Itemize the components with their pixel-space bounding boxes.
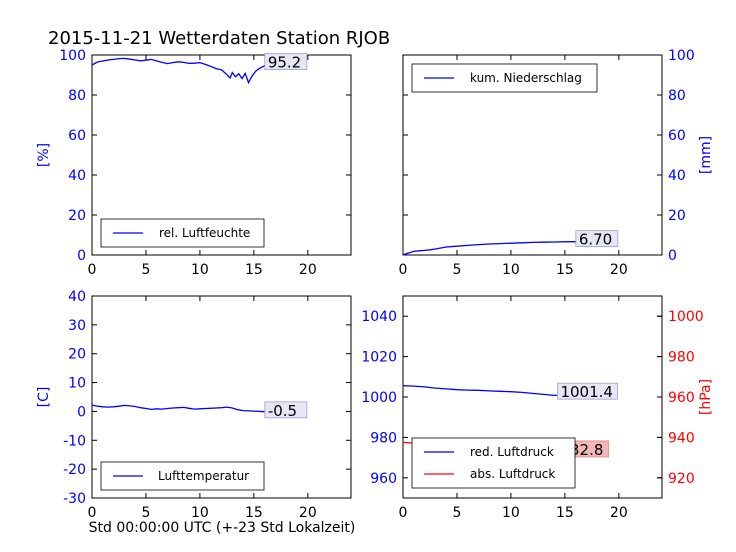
y-axis-label: [mm] (698, 136, 714, 174)
y-tick-label: 30 (68, 318, 86, 334)
y-tick-label: 0 (668, 248, 677, 264)
y-tick-label: 20 (668, 208, 686, 224)
legend-label: rel. Luftfeuchte (159, 226, 250, 240)
x-tick-label: 10 (191, 505, 209, 521)
annotation-box (264, 53, 308, 70)
series-line (402, 240, 608, 256)
y-tick-label: 100 (668, 48, 695, 64)
annotation-value: 6.70 (579, 231, 612, 249)
y-tick-label: 1040 (361, 309, 397, 325)
y-tick-label: 0 (77, 248, 86, 264)
annotation-value: 1001.4 (560, 383, 613, 401)
x-tick-label: 15 (245, 505, 263, 521)
y-tick-label: -20 (63, 462, 86, 478)
bottom-xlabel: Std 00:00:00 UTC (+-23 Std Lokalzeit) (89, 520, 356, 536)
panel-precipitation: 0 5 10 15 20 0 20 40 60 80 100 [mm] 6.70 kum. Nieders… (399, 48, 714, 278)
x-tick-label: 5 (141, 262, 150, 278)
panel-pressure: 0 5 10 15 20 960 980 1000 1020 1040 920 940 960 980 10… (361, 295, 714, 521)
x-tick-label: 10 (502, 505, 520, 521)
y-tick-label: 960 (370, 471, 397, 487)
y-tick-label: 80 (68, 88, 86, 104)
x-tick-label: 15 (556, 505, 574, 521)
x-tick-label: 15 (556, 262, 574, 278)
x-tick-label: 10 (502, 262, 520, 278)
x-tick-label: 0 (88, 505, 97, 521)
x-tick-label: 0 (399, 262, 408, 278)
y-right-tick-label: 980 (668, 350, 695, 366)
y-tick-label: 80 (668, 88, 686, 104)
y-tick-label: 20 (68, 208, 86, 224)
panel-humidity: 0 5 10 15 20 0 20 40 60 80 100 [%] 95.2 rel. Luftfeuc… (36, 48, 352, 278)
y-tick-label: 20 (68, 347, 86, 363)
x-tick-label: 20 (610, 262, 628, 278)
y-right-tick-label: 960 (668, 390, 695, 406)
legend-label: Lufttemperatur (158, 469, 249, 483)
y-axis-label: [hPa] (698, 379, 714, 415)
y-tick-label: -30 (63, 491, 86, 507)
annotation-box (557, 382, 618, 400)
y-right-tick-label: 1000 (668, 309, 704, 325)
y-tick-label: 980 (370, 430, 397, 446)
y-tick-label: 40 (68, 168, 86, 184)
series-line (91, 57, 297, 85)
y-axis-label: [C] (36, 387, 52, 408)
x-tick-label: 20 (299, 262, 317, 278)
x-tick-label: 0 (88, 262, 97, 278)
legend-label: kum. Niederschlag (470, 71, 582, 85)
y-tick-label: 1000 (361, 390, 397, 406)
y-tick-label: 60 (668, 128, 686, 144)
y-tick-label: 10 (68, 376, 86, 392)
y-tick-label: 40 (668, 168, 686, 184)
x-tick-label: 5 (452, 505, 461, 521)
legend-label: abs. Luftdruck (470, 467, 555, 481)
annotation-value: -0.5 (268, 402, 297, 420)
y-tick-label: -10 (63, 433, 86, 449)
panel-temperature: 0 5 10 15 20 -30 -20 -10 0 10 20 30 40 [C] -0.5 Lufttem… (36, 289, 352, 521)
y-tick-label: 100 (59, 48, 86, 64)
y-axis-label: [%] (36, 143, 52, 167)
y-tick-label: 0 (77, 404, 86, 420)
x-tick-label: 0 (399, 505, 408, 521)
x-tick-label: 15 (245, 262, 263, 278)
annotation-value: 95.2 (268, 54, 301, 72)
x-tick-label: 10 (191, 262, 209, 278)
legend-box (411, 437, 576, 489)
y-right-tick-label: 940 (668, 430, 695, 446)
x-tick-label: 20 (299, 505, 317, 521)
y-tick-label: 40 (68, 289, 86, 305)
y-right-tick-label: 920 (668, 471, 695, 487)
x-tick-label: 5 (452, 262, 461, 278)
x-tick-label: 5 (141, 505, 150, 521)
x-tick-label: 20 (610, 505, 628, 521)
figure-title: 2015-11-21 Wetterdaten Station RJOB (48, 28, 390, 49)
legend-label: red. Luftdruck (470, 445, 554, 459)
y-tick-label: 1020 (361, 350, 397, 366)
annotation-box (575, 230, 619, 248)
annotation-box (264, 401, 308, 419)
y-tick-label: 60 (68, 128, 86, 144)
series-line (91, 404, 298, 414)
